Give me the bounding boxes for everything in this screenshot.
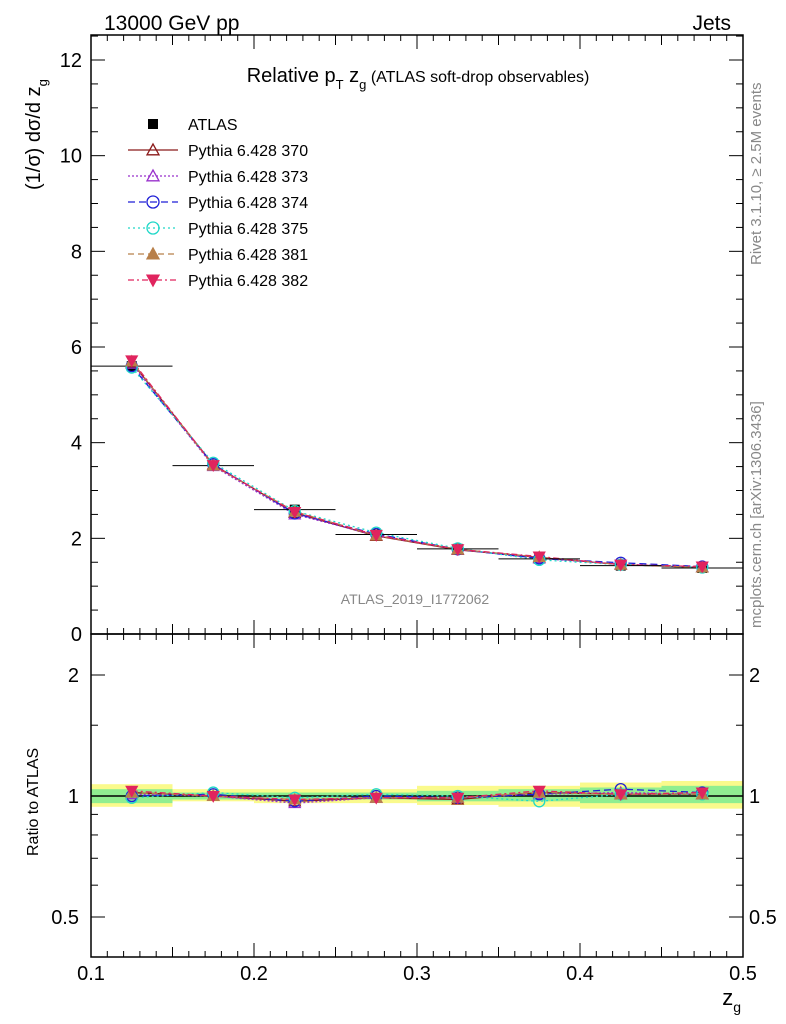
series-line <box>131 367 703 569</box>
ratio-line <box>131 788 703 802</box>
main-panel: Relative pT zg (ATLAS soft-drop observab… <box>23 34 744 646</box>
y-tick-label: 4 <box>71 433 82 455</box>
y-tick-label: 2 <box>71 528 82 550</box>
ratio-point <box>288 794 302 807</box>
ratio-y-tick-label-right: 0.5 <box>749 907 777 929</box>
ratio-frame <box>90 633 744 958</box>
x-tick-label: 0.5 <box>729 963 757 985</box>
y-tick-label: 10 <box>60 146 82 168</box>
series-point <box>451 544 465 557</box>
series-point <box>125 355 139 368</box>
x-tick-label: 0.3 <box>403 963 431 985</box>
y-axis-label: (1/σ) dσ/d zg <box>23 79 50 190</box>
ratio-point <box>125 785 139 798</box>
main-data <box>91 354 743 574</box>
main-ticks: 0 2 4 6 8 10 12 <box>60 35 744 646</box>
series-point <box>369 529 383 542</box>
y-tick-label: 8 <box>71 241 82 263</box>
ratio-point <box>532 785 546 798</box>
ratio-point <box>451 792 465 805</box>
ratio-y-tick-label: 0.5 <box>51 907 79 929</box>
ratio-line <box>131 790 703 801</box>
legend-label: ATLAS <box>188 117 238 134</box>
series-line <box>131 365 703 568</box>
x-axis-label: zg <box>722 985 741 1015</box>
series-point <box>614 559 628 572</box>
series-point <box>206 460 220 472</box>
series-line <box>131 359 703 568</box>
y-tick-label: 12 <box>60 50 82 72</box>
ratio-ticks: 0.5 0.5 1 1 2 2 0.1 0.2 0.3 0.4 0.5 <box>51 634 777 985</box>
ratio-y-tick-label: 2 <box>68 665 79 687</box>
series-point <box>695 561 709 574</box>
ratio-y-label: Ratio to ATLAS <box>25 748 42 856</box>
ratio-point <box>695 787 709 800</box>
ratio-data <box>125 783 709 809</box>
series-point <box>532 551 546 564</box>
main-title: Relative pT zg (ATLAS soft-drop observab… <box>247 65 590 92</box>
ratio-panel: 0.5 0.5 1 1 2 2 0.1 0.2 0.3 0.4 0.5 Ratio to ATLAS… <box>25 633 777 1015</box>
mcplots-label: mcplots.cern.ch [arXiv:1306.3436] <box>748 401 765 628</box>
legend: ATLAS Pythia 6.428 370 Pythia 6.428 373 Pyt… <box>128 117 308 290</box>
legend-marker <box>145 274 161 288</box>
legend-label: Pythia 6.428 375 <box>188 221 308 238</box>
legend-marker <box>148 119 158 129</box>
legend-label: Pythia 6.428 374 <box>188 195 308 212</box>
analysis-watermark: ATLAS_2019_I1772062 <box>341 591 490 607</box>
x-tick-label: 0.4 <box>566 963 594 985</box>
legend-label: Pythia 6.428 373 <box>188 169 308 186</box>
x-tick-label: 0.2 <box>240 963 268 985</box>
x-tick-label: 0.1 <box>77 963 105 985</box>
ratio-y-tick-label: 1 <box>68 786 79 808</box>
header-left: 13000 GeV pp <box>104 12 239 35</box>
ratio-line <box>131 791 703 802</box>
header-right: Jets <box>692 12 731 35</box>
y-tick-label: 0 <box>71 624 82 646</box>
y-tick-label: 6 <box>71 337 82 359</box>
legend-marker <box>145 246 161 260</box>
series-point <box>288 506 302 519</box>
legend-label: Pythia 6.428 382 <box>188 273 308 290</box>
legend-marker <box>145 168 161 182</box>
ratio-point <box>369 792 383 805</box>
legend-marker <box>146 221 160 235</box>
legend-marker <box>145 142 161 156</box>
ratio-point <box>614 789 628 802</box>
legend-label: Pythia 6.428 381 <box>188 247 308 264</box>
ratio-y-tick-label-right: 1 <box>749 786 760 808</box>
rivet-label: Rivet 3.1.10, ≥ 2.5M events <box>748 83 765 266</box>
ratio-point <box>206 790 220 803</box>
legend-label: Pythia 6.428 370 <box>188 143 308 160</box>
ratio-y-tick-label-right: 2 <box>749 665 760 687</box>
legend-marker <box>146 195 160 209</box>
